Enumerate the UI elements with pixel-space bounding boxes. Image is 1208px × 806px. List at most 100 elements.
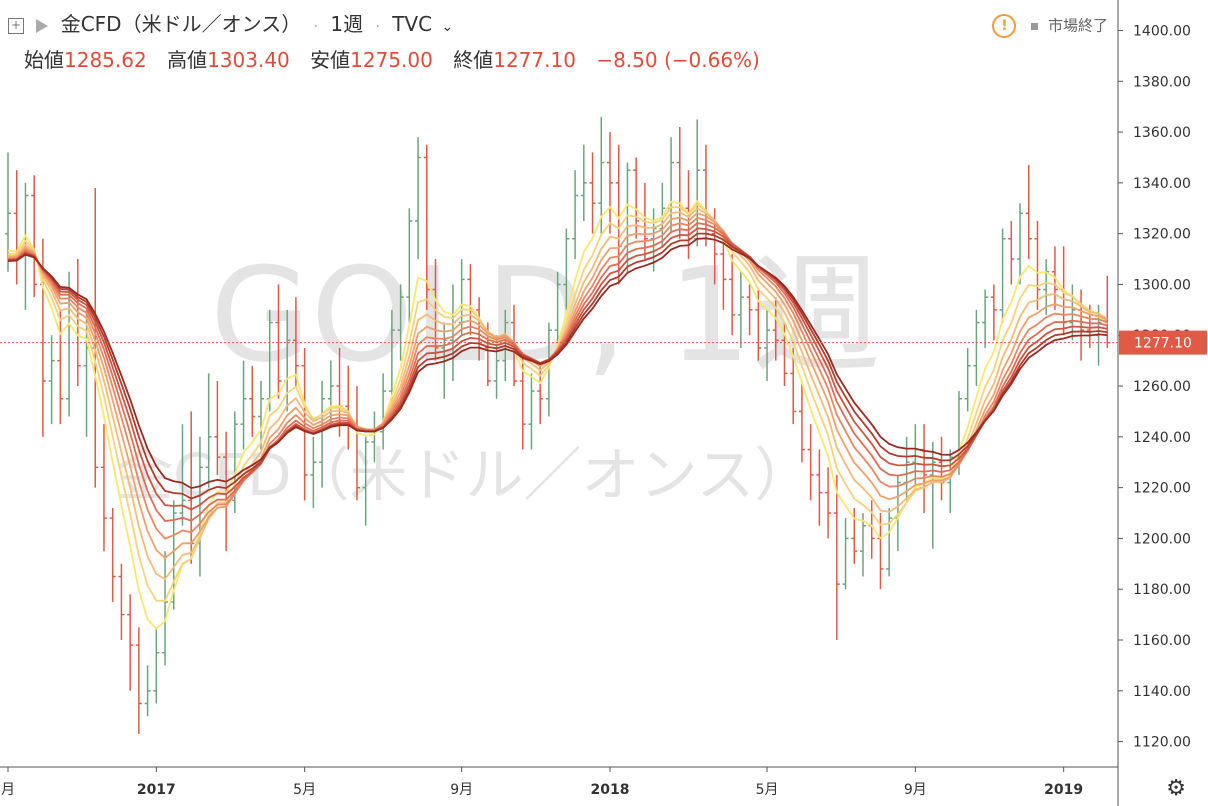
ohlc-bar bbox=[1025, 165, 1032, 260]
plus-square-icon[interactable]: + bbox=[8, 17, 24, 34]
y-tick-label: 1180.00 bbox=[1133, 582, 1191, 598]
x-tick-label: 2018 bbox=[590, 782, 629, 798]
ohlc-bar bbox=[676, 126, 683, 239]
chevron-down-icon[interactable]: ⌄ bbox=[441, 19, 454, 35]
ohlc-bar bbox=[214, 380, 221, 475]
ohlc-bar bbox=[179, 424, 186, 526]
ohlc-bar bbox=[528, 373, 535, 450]
x-tick-label: 9月 bbox=[450, 782, 473, 798]
ohlc-bar bbox=[231, 411, 238, 514]
gear-icon[interactable]: ⚙ bbox=[1166, 776, 1186, 801]
ohlc-bar bbox=[57, 309, 64, 425]
ohlc-bar bbox=[1078, 289, 1085, 361]
ohlc-bar bbox=[606, 132, 613, 234]
ohlc-bar bbox=[720, 233, 727, 310]
ohlc-bar bbox=[737, 271, 744, 348]
ohlc-bar bbox=[249, 365, 256, 437]
y-tick-label: 1300.00 bbox=[1133, 277, 1191, 293]
close-label: 終値 bbox=[453, 48, 494, 72]
ohlc-bar bbox=[380, 373, 387, 450]
ohlc-bar bbox=[162, 551, 169, 666]
y-tick-label: 1220.00 bbox=[1133, 481, 1191, 497]
close-value: 1277.10 bbox=[493, 48, 576, 72]
flag-icon[interactable] bbox=[36, 18, 49, 33]
x-tick-label: 2019 bbox=[1044, 782, 1083, 798]
ohlc-bar bbox=[275, 284, 282, 399]
ohlc-bar bbox=[580, 144, 587, 221]
ohlc-bar bbox=[921, 424, 928, 514]
watermark-description: 金CFD（米ドル／オンス） bbox=[115, 441, 812, 509]
moving-average-line bbox=[7, 232, 1108, 500]
ohlc-bar bbox=[563, 228, 570, 310]
ohlc-bar bbox=[807, 424, 814, 501]
ohlc-bar bbox=[859, 513, 866, 577]
ohlc-bar bbox=[144, 665, 151, 717]
ohlc-bar bbox=[1104, 275, 1111, 348]
ohlc-bar bbox=[764, 309, 771, 381]
ohlc-bar bbox=[397, 284, 404, 361]
ohlc-bar bbox=[1017, 203, 1024, 285]
ohlc-bar bbox=[406, 208, 413, 323]
ohlc-bar bbox=[109, 507, 116, 602]
ohlc-bar bbox=[319, 380, 326, 488]
x-tick-label: 月 bbox=[1, 782, 15, 798]
ohlc-bar bbox=[310, 436, 317, 508]
y-tick-label: 1240.00 bbox=[1133, 430, 1191, 446]
low-value: 1275.00 bbox=[350, 48, 433, 72]
ohlc-bar bbox=[415, 137, 422, 260]
ohlc-bar bbox=[31, 175, 38, 298]
symbol-name[interactable]: 金CFD（米ドル／オンス） bbox=[60, 12, 302, 36]
ohlc-bar bbox=[825, 467, 832, 539]
ohlc-bar bbox=[127, 594, 134, 691]
ohlc-bar bbox=[798, 380, 805, 463]
ohlc-bar bbox=[886, 507, 893, 577]
interval-label[interactable]: 1週 bbox=[330, 12, 364, 36]
ohlc-bar bbox=[842, 518, 849, 590]
ohlc-bar bbox=[362, 436, 369, 526]
ohlc-bar bbox=[816, 449, 823, 526]
ohlc-bar bbox=[702, 144, 709, 247]
ohlc-bar bbox=[153, 627, 160, 704]
ohlc-bar bbox=[833, 474, 840, 641]
y-tick-label: 1320.00 bbox=[1133, 227, 1191, 243]
ohlc-bar bbox=[694, 119, 701, 247]
ohlc-bar bbox=[205, 373, 212, 488]
ohlc-bar bbox=[5, 152, 11, 272]
x-tick-label: 5月 bbox=[293, 782, 316, 798]
ohlc-readout: 始値1285.62 高値1303.40 安値1275.00 終値1277.10 … bbox=[24, 44, 774, 73]
change-value: −8.50 (−0.66%) bbox=[596, 48, 760, 72]
x-tick-label: 5月 bbox=[756, 782, 779, 798]
high-value: 1303.40 bbox=[207, 48, 290, 72]
ohlc-bar bbox=[292, 297, 299, 387]
moving-average-line bbox=[7, 237, 1108, 490]
ohlc-bar bbox=[964, 347, 971, 412]
separator-dot: · bbox=[313, 19, 319, 35]
ohlc-bar bbox=[938, 436, 945, 501]
x-tick-label: 9月 bbox=[904, 782, 927, 798]
y-tick-label: 1400.00 bbox=[1133, 23, 1191, 39]
y-tick-label: 1260.00 bbox=[1133, 379, 1191, 395]
last-price-badge bbox=[1119, 330, 1207, 355]
low-label: 安値 bbox=[310, 48, 351, 72]
ohlc-bar bbox=[135, 627, 142, 734]
exchange-label[interactable]: TVC bbox=[392, 12, 433, 36]
open-label: 始値 bbox=[24, 48, 64, 72]
y-tick-label: 1140.00 bbox=[1133, 684, 1191, 700]
x-tick-label: 2017 bbox=[137, 782, 176, 798]
ohlc-bar bbox=[240, 360, 247, 450]
ohlc-bar bbox=[118, 563, 125, 641]
chart-header: + 金CFD（米ドル／オンス） · 1週 · TVC ⌄ bbox=[8, 8, 453, 37]
open-value: 1285.62 bbox=[64, 48, 147, 72]
ohlc-bar bbox=[572, 170, 579, 260]
high-label: 高値 bbox=[167, 48, 208, 72]
ohlc-bar bbox=[598, 116, 605, 234]
ohlc-bar bbox=[746, 284, 753, 336]
ohlc-bar bbox=[48, 335, 55, 425]
y-tick-label: 1160.00 bbox=[1133, 633, 1191, 649]
status-square-icon bbox=[1031, 22, 1039, 30]
ohlc-bar bbox=[999, 228, 1006, 323]
warning-icon[interactable]: ! bbox=[992, 14, 1017, 38]
ohlc-bar bbox=[589, 152, 596, 234]
ohlc-bar bbox=[990, 284, 997, 341]
